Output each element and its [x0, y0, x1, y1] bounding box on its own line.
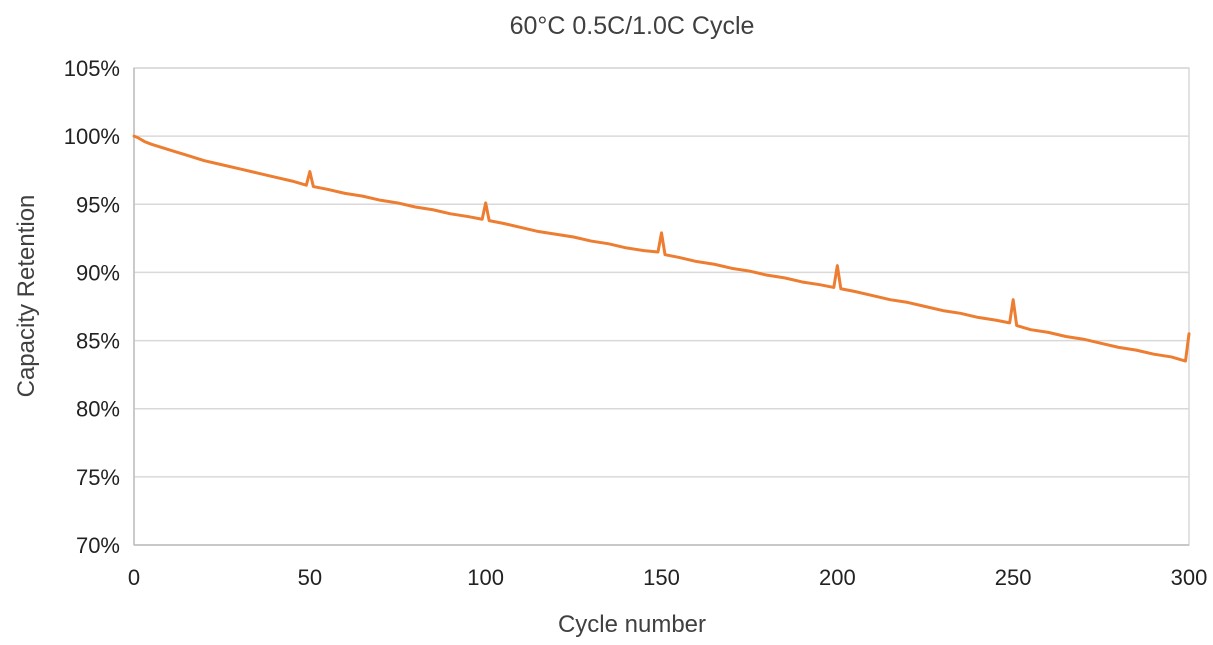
x-tick-label: 100	[467, 565, 504, 590]
series-line	[132, 134, 1191, 363]
y-tick-label: 95%	[76, 192, 120, 217]
series-layer	[132, 134, 1191, 363]
x-tick-label: 50	[298, 565, 322, 590]
plot-area-border	[133, 67, 1190, 546]
gridlines	[134, 67, 1189, 546]
x-tick-label: 250	[995, 565, 1032, 590]
y-tick-label: 80%	[76, 397, 120, 422]
y-tick-labels: 70% 75% 80% 85% 90% 95% 100% 105%	[64, 56, 120, 558]
y-tick-label: 90%	[76, 260, 120, 285]
y-tick-label: 70%	[76, 533, 120, 558]
y-axis-title: Capacity Retention	[13, 195, 40, 398]
y-tick-label: 100%	[64, 124, 120, 149]
x-axis-title: Cycle number	[558, 611, 706, 638]
x-tick-label: 150	[643, 565, 680, 590]
axes	[133, 68, 1189, 546]
y-tick-label: 105%	[64, 56, 120, 81]
x-tick-label: 200	[819, 565, 856, 590]
y-tick-label: 85%	[76, 329, 120, 354]
x-tick-label: 0	[128, 565, 140, 590]
y-tick-label: 75%	[76, 465, 120, 490]
x-tick-labels: 0 50 100 150 200 250 300	[128, 565, 1207, 590]
x-tick-label: 300	[1171, 565, 1208, 590]
chart-title: 60°C 0.5C/1.0C Cycle	[510, 12, 755, 40]
